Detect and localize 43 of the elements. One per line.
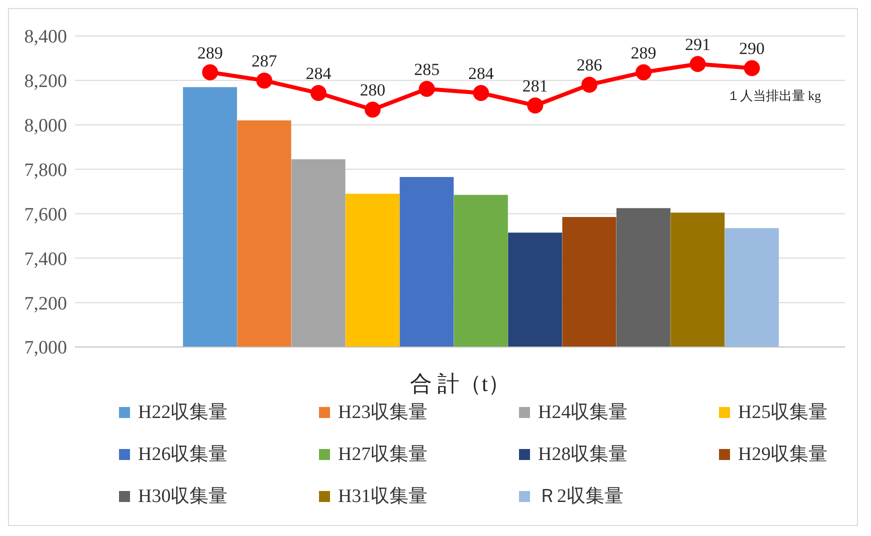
y-tick-label: 7,400: [24, 248, 67, 270]
legend-label: H29収集量: [738, 443, 828, 467]
y-tick-label: 7,600: [24, 204, 67, 226]
y-tick-label: 7,800: [24, 160, 67, 182]
point: [202, 64, 218, 80]
legend-label: H30収集量: [138, 485, 228, 509]
data-label: 287: [252, 52, 278, 71]
legend-label: H31収集量: [338, 485, 428, 509]
legend-label: Ｒ2収集量: [538, 485, 624, 509]
y-tick-label: 7,000: [24, 338, 67, 359]
point: [364, 102, 381, 118]
point: [581, 76, 598, 93]
legend-label: H27収集量: [338, 443, 428, 467]
x-axis-title: 合 計（t）: [410, 371, 510, 396]
data-label: 290: [739, 39, 765, 58]
point: [256, 72, 272, 89]
y-tick-label: 7,200: [24, 293, 67, 314]
data-label: 281: [522, 76, 548, 96]
data-label: 286: [576, 56, 602, 75]
y-tick-label: 8,200: [24, 71, 67, 92]
data-label: 280: [360, 80, 386, 100]
legend-label: H28収集量: [538, 443, 628, 467]
data-label: 285: [414, 60, 440, 79]
point: [636, 64, 652, 80]
y-tick-label: 8,400: [24, 26, 67, 48]
legend-label: H24収集量: [538, 401, 628, 425]
data-label: 289: [630, 43, 656, 62]
point: [527, 97, 544, 114]
data-label: 291: [684, 34, 710, 54]
point: [310, 85, 326, 102]
data-label: 289: [197, 43, 223, 62]
point: [473, 85, 489, 102]
y-tick-label: 8,000: [24, 116, 67, 137]
legend-label: H23収集量: [338, 401, 428, 425]
point: [418, 80, 435, 97]
data-label: 284: [306, 64, 332, 84]
series-label: １人当排出量 kg: [726, 88, 822, 104]
legend-label: H26収集量: [138, 443, 228, 467]
point: [690, 56, 706, 72]
legend-label: H22収集量: [138, 401, 228, 425]
data-label: 284: [468, 64, 494, 84]
point: [744, 60, 760, 76]
legend-label: H25収集量: [738, 401, 828, 425]
